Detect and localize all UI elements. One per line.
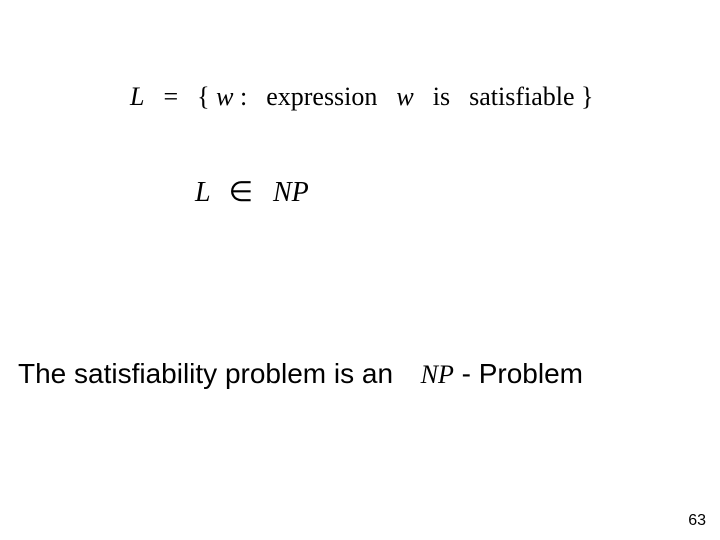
eq1-text-satisfiable: satisfiable (469, 82, 574, 111)
eq2-NP: NP (273, 177, 309, 208)
page-number: 63 (688, 512, 706, 530)
eq1-L: L (130, 82, 144, 111)
eq2-in: ∈ (229, 177, 253, 208)
sentence-np: NP (421, 360, 454, 389)
equation-sat-language: L = { w : expression w is satisfiable } (130, 82, 594, 112)
sentence-np-problem: The satisfiability problem is an NP - Pr… (18, 358, 702, 390)
equation-L-in-NP: L ∈ NP (195, 175, 309, 209)
eq1-text-expression: expression (266, 82, 377, 111)
eq2-L: L (195, 177, 211, 208)
eq1-colon: : (240, 82, 247, 111)
eq1-lbrace: { (197, 82, 209, 111)
eq1-w2: w (396, 82, 413, 111)
sentence-prefix: The satisfiability problem is an (18, 358, 401, 389)
eq1-equals: = (163, 82, 178, 111)
eq1-rbrace: } (581, 82, 593, 111)
sentence-suffix: - Problem (462, 358, 583, 389)
eq1-w: w (216, 82, 233, 111)
slide: L = { w : expression w is satisfiable } … (0, 0, 720, 540)
eq1-text-is: is (433, 82, 450, 111)
